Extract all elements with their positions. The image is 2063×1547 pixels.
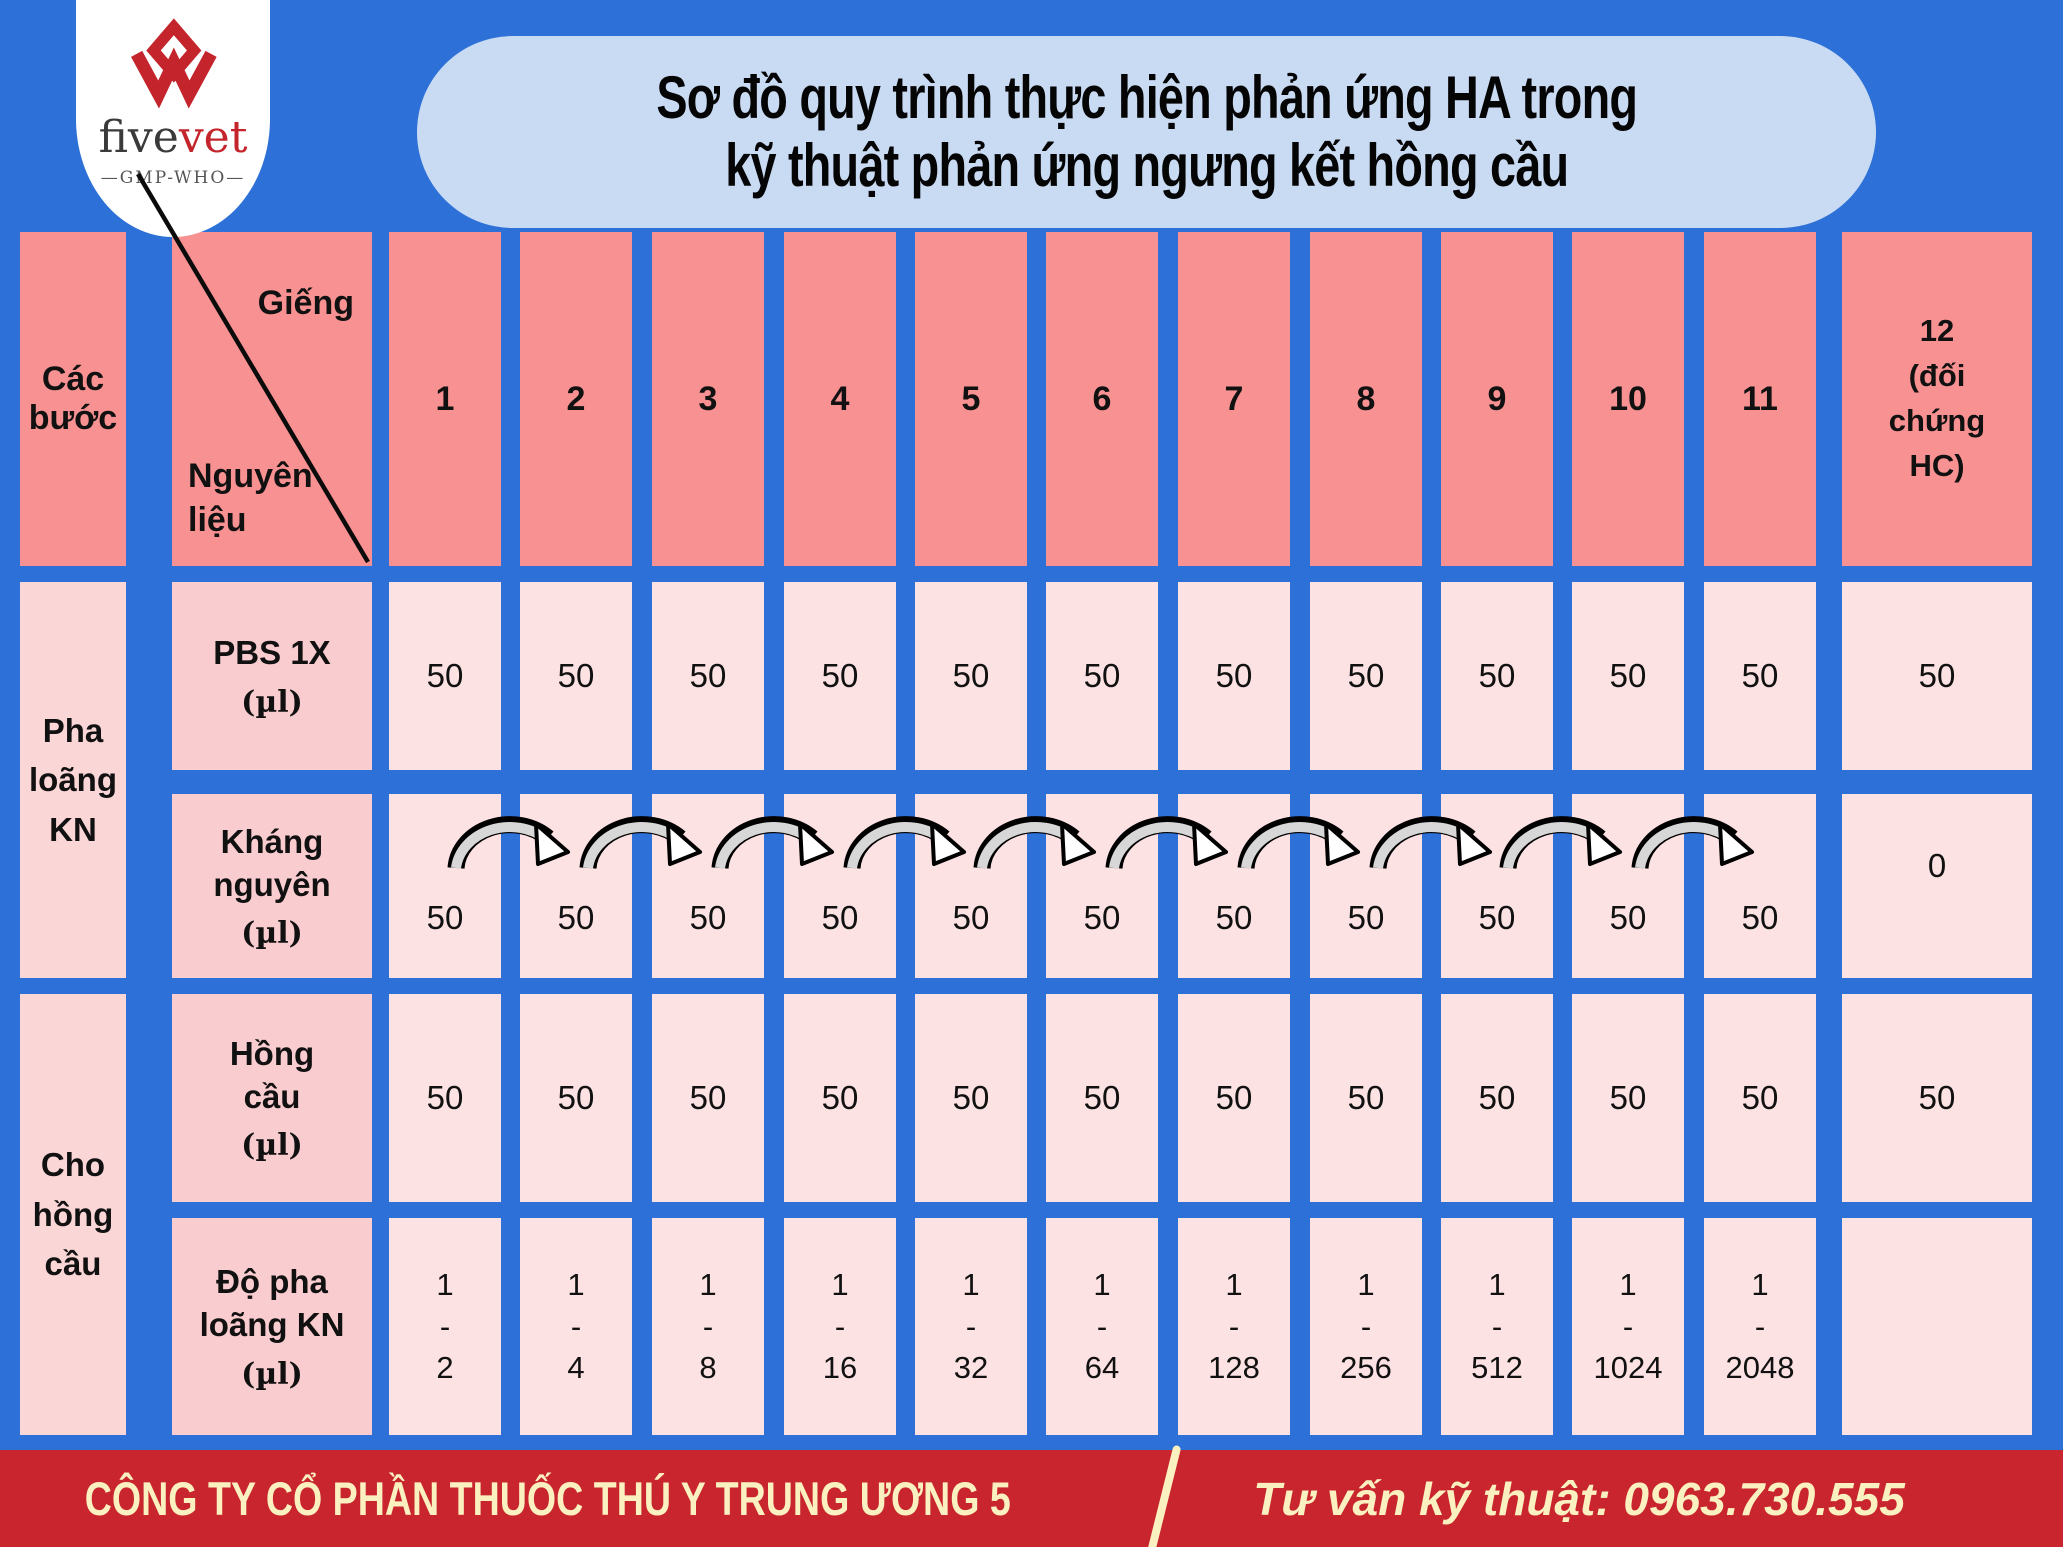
- cell-r2-c9: 50: [1441, 794, 1553, 978]
- well-header-11: 11: [1704, 232, 1816, 566]
- row-label-2: Kháng nguyên (µl): [172, 794, 372, 978]
- cell-r3-c8: 50: [1310, 994, 1422, 1202]
- corner-header: Giếng Nguyên liệu: [172, 232, 372, 566]
- cell-r1-c1: 50: [389, 582, 501, 770]
- row-label-unit: (µl): [241, 684, 303, 720]
- cell-r4-c10: 1 - 1024: [1572, 1218, 1684, 1435]
- cell-r1-c7: 50: [1178, 582, 1290, 770]
- cell-r3-c12: 50: [1842, 994, 2032, 1202]
- cell-r2-c8: 50: [1310, 794, 1422, 978]
- row-label-text: Độ pha loãng KN: [199, 1263, 345, 1343]
- row-label-text: Hồng cầu: [229, 1034, 315, 1115]
- fivevet-logo: fivevet —GMP-WHO—: [76, 0, 270, 237]
- cell-r2-c7: 50: [1178, 794, 1290, 978]
- cell-r1-c12: 50: [1842, 582, 2032, 770]
- title-banner: Sơ đồ quy trình thực hiện phản ứng HA tr…: [417, 36, 1876, 228]
- row-label-unit: (µl): [241, 916, 303, 952]
- row-group-add-rbc: Cho hồng cầu: [20, 994, 126, 1435]
- cell-r3-c6: 50: [1046, 994, 1158, 1202]
- support-phone: Tư vấn kỹ thuật: 0963.730.555: [1253, 1472, 1905, 1525]
- row-label-unit: (µl): [241, 1128, 303, 1164]
- cell-r3-c9: 50: [1441, 994, 1553, 1202]
- cell-r3-c2: 50: [520, 994, 632, 1202]
- cell-r4-c9: 1 - 512: [1441, 1218, 1553, 1435]
- cell-r1-c9: 50: [1441, 582, 1553, 770]
- row-group-dilute-antigen: Pha loãng KN: [20, 582, 126, 978]
- cell-r2-c5: 50: [915, 794, 1027, 978]
- cell-r2-c6: 50: [1046, 794, 1158, 978]
- cell-r3-c10: 50: [1572, 994, 1684, 1202]
- cell-r2-c1: 50: [389, 794, 501, 978]
- well-header-9: 9: [1441, 232, 1553, 566]
- cell-r4-c11: 1 - 2048: [1704, 1218, 1816, 1435]
- cell-r1-c5: 50: [915, 582, 1027, 770]
- cell-r1-c4: 50: [784, 582, 896, 770]
- well-header-2: 2: [520, 232, 632, 566]
- cell-r4-c7: 1 - 128: [1178, 1218, 1290, 1435]
- row-label-text: PBS 1X: [213, 634, 331, 672]
- well-header-1: 1: [389, 232, 501, 566]
- cell-r3-c11: 50: [1704, 994, 1816, 1202]
- cell-r1-c8: 50: [1310, 582, 1422, 770]
- cell-r3-c1: 50: [389, 994, 501, 1202]
- well-header-8: 8: [1310, 232, 1422, 566]
- cell-r2-c4: 50: [784, 794, 896, 978]
- cell-r4-c3: 1 - 8: [652, 1218, 764, 1435]
- well-header-6: 6: [1046, 232, 1158, 566]
- cell-r4-c8: 1 - 256: [1310, 1218, 1422, 1435]
- row-label-text: Kháng nguyên: [213, 822, 331, 903]
- cell-r2-c2: 50: [520, 794, 632, 978]
- cell-r2-c10: 50: [1572, 794, 1684, 978]
- fivevet-logo-mark-icon: [131, 18, 217, 109]
- row-label-4: Độ pha loãng KN (µl): [172, 1218, 372, 1435]
- company-name: CÔNG TY CỔ PHẦN THUỐC THÚ Y TRUNG ƯƠNG 5: [84, 1472, 1011, 1525]
- brand-tagline: —GMP-WHO—: [100, 168, 246, 188]
- well-header-10: 10: [1572, 232, 1684, 566]
- row-label-unit: (µl): [241, 1356, 303, 1392]
- footer-support-zone: Tư vấn kỹ thuật: 0963.730.555: [1095, 1450, 2063, 1547]
- control-well-header: 12 (đối chứng HC): [1842, 232, 2032, 566]
- corner-materials-label: Nguyên liệu: [188, 456, 313, 539]
- row-label-3: Hồng cầu (µl): [172, 994, 372, 1202]
- cell-r1-c2: 50: [520, 582, 632, 770]
- cell-r4-c12: [1842, 1218, 2032, 1435]
- steps-header: Các bước: [20, 232, 126, 566]
- title-line-1: Sơ đồ quy trình thực hiện phản ứng HA tr…: [656, 64, 1638, 132]
- title-line-2: kỹ thuật phản ứng ngưng kết hồng cầu: [724, 132, 1569, 199]
- cell-r4-c5: 1 - 32: [915, 1218, 1027, 1435]
- cell-r3-c7: 50: [1178, 994, 1290, 1202]
- cell-r4-c4: 1 - 16: [784, 1218, 896, 1435]
- cell-r1-c3: 50: [652, 582, 764, 770]
- cell-r1-c11: 50: [1704, 582, 1816, 770]
- cell-r4-c2: 1 - 4: [520, 1218, 632, 1435]
- cell-r4-c6: 1 - 64: [1046, 1218, 1158, 1435]
- cell-r2-c12: 0: [1842, 794, 2032, 978]
- cell-r2-c11: 50: [1704, 794, 1816, 978]
- cell-r1-c6: 50: [1046, 582, 1158, 770]
- corner-wells-label: Giếng: [257, 284, 354, 322]
- cell-r2-c3: 50: [652, 794, 764, 978]
- page-title: Sơ đồ quy trình thực hiện phản ứng HA tr…: [656, 64, 1638, 200]
- cell-r3-c5: 50: [915, 994, 1027, 1202]
- footer-company-zone: CÔNG TY CỔ PHẦN THUỐC THÚ Y TRUNG ƯƠNG 5: [0, 1450, 1095, 1547]
- brand-vet: vet: [178, 112, 248, 163]
- brand-wordmark: fivevet: [99, 116, 248, 160]
- well-header-3: 3: [652, 232, 764, 566]
- well-header-7: 7: [1178, 232, 1290, 566]
- row-label-1: PBS 1X (µl): [172, 582, 372, 770]
- cell-r3-c3: 50: [652, 994, 764, 1202]
- brand-five: five: [98, 112, 179, 163]
- well-header-4: 4: [784, 232, 896, 566]
- cell-r4-c1: 1 - 2: [389, 1218, 501, 1435]
- footer-bar: CÔNG TY CỔ PHẦN THUỐC THÚ Y TRUNG ƯƠNG 5…: [0, 1444, 2063, 1547]
- cell-r3-c4: 50: [784, 994, 896, 1202]
- well-header-5: 5: [915, 232, 1027, 566]
- cell-r1-c10: 50: [1572, 582, 1684, 770]
